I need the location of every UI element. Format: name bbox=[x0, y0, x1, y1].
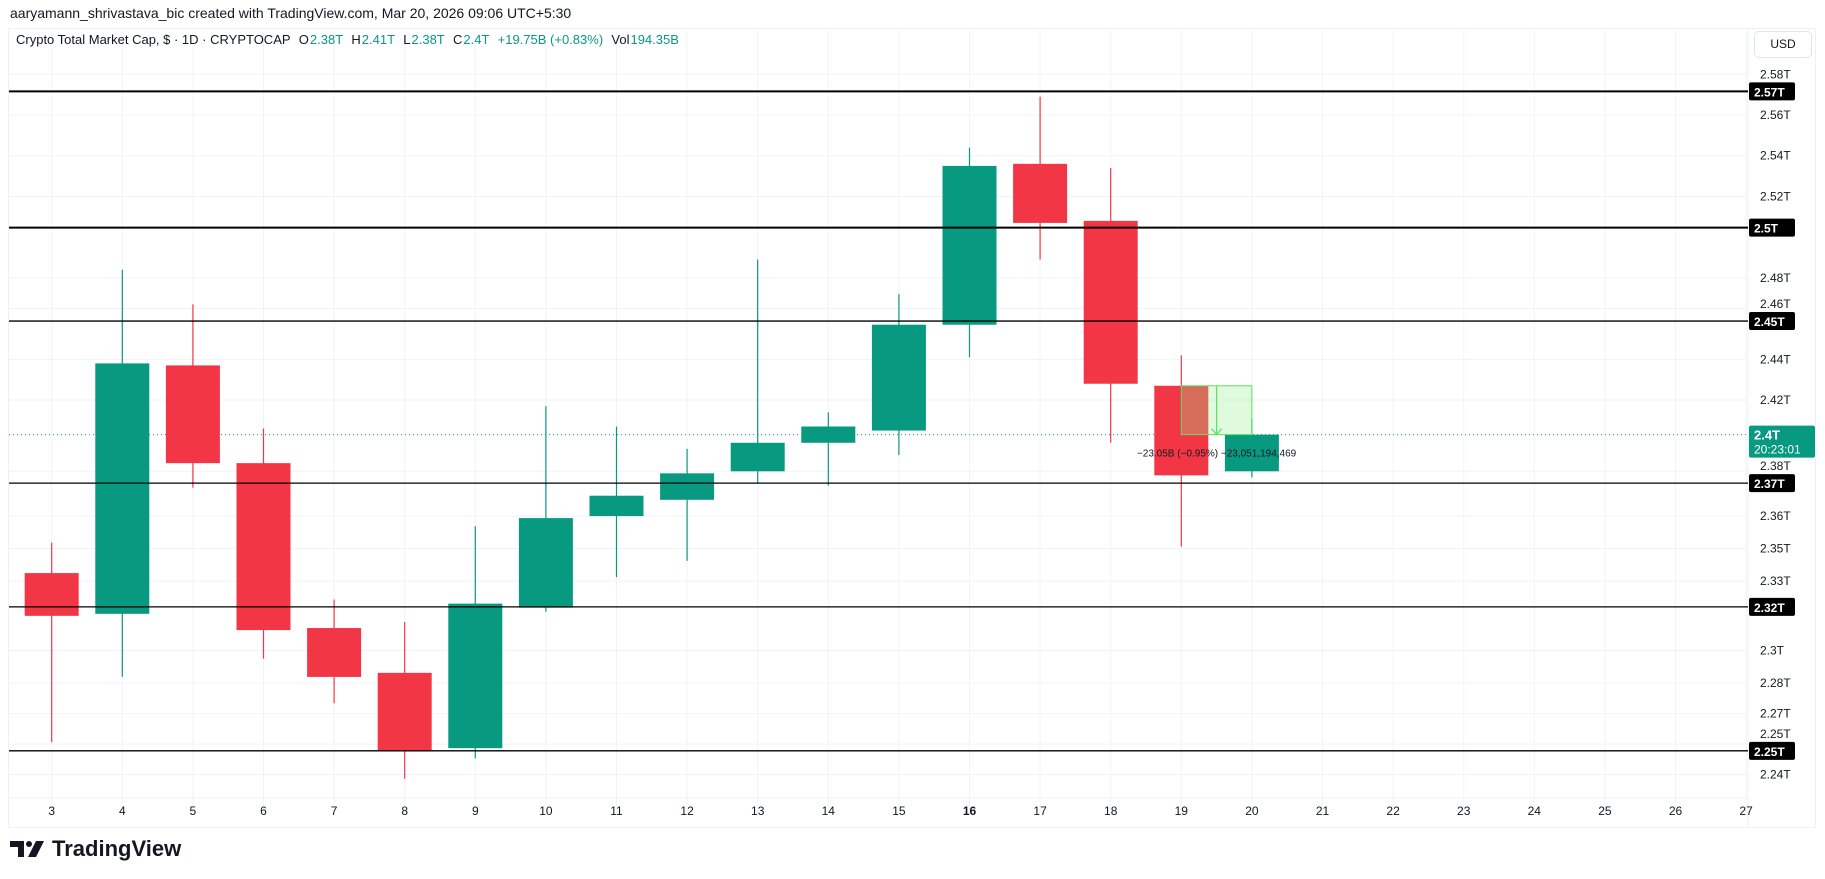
time-tick-label: 3 bbox=[48, 804, 55, 818]
price-tick-label: 2.56T bbox=[1760, 108, 1791, 122]
time-tick-label: 11 bbox=[610, 804, 623, 818]
chart-panel bbox=[8, 28, 1816, 828]
tradingview-logo-icon bbox=[10, 841, 44, 857]
close-label: C bbox=[452, 32, 463, 47]
change-value: +19.75B (+0.83%) bbox=[497, 32, 604, 47]
candle-up bbox=[1224, 434, 1279, 472]
symbol-name[interactable]: Crypto Total Market Cap, $ · 1D · CRYPTO… bbox=[16, 32, 291, 47]
candle-up bbox=[942, 165, 997, 325]
candle-down bbox=[307, 628, 362, 677]
time-tick-label: 17 bbox=[1033, 804, 1047, 818]
time-tick-label: 27 bbox=[1739, 804, 1753, 818]
time-tick-label: 19 bbox=[1175, 804, 1189, 818]
time-tick-label: 22 bbox=[1386, 804, 1400, 818]
time-tick-label: 25 bbox=[1598, 804, 1612, 818]
level-price-tag bbox=[1749, 82, 1795, 101]
candle-up bbox=[589, 495, 644, 517]
candle-up bbox=[871, 324, 926, 431]
price-tick-label: 2.52T bbox=[1760, 189, 1791, 203]
level-price-label: 2.32T bbox=[1754, 601, 1785, 615]
level-price-label: 2.45T bbox=[1754, 315, 1785, 329]
high-label: H bbox=[351, 32, 361, 47]
time-tick-label: 20 bbox=[1245, 804, 1259, 818]
price-tick-label: 2.24T bbox=[1760, 768, 1791, 782]
time-tick-label: 24 bbox=[1528, 804, 1542, 818]
candle-down bbox=[377, 672, 432, 751]
price-tick-label: 2.38T bbox=[1760, 459, 1791, 473]
time-tick-label: 23 bbox=[1457, 804, 1471, 818]
low-label: L bbox=[403, 32, 411, 47]
level-price-tag bbox=[1749, 741, 1795, 760]
level-price-tag bbox=[1749, 474, 1795, 493]
time-tick-label: 16 bbox=[963, 804, 977, 818]
candle-down bbox=[24, 573, 79, 616]
time-tick-label: 5 bbox=[190, 804, 197, 818]
high-value: 2.41T bbox=[361, 32, 396, 47]
time-tick-label: 26 bbox=[1669, 804, 1683, 818]
symbol-legend: Crypto Total Market Cap, $ · 1D · CRYPTO… bbox=[16, 32, 680, 47]
price-tick-label: 2.28T bbox=[1760, 676, 1791, 690]
time-tick-label: 8 bbox=[401, 804, 408, 818]
level-price-tag bbox=[1749, 597, 1795, 616]
currency-button[interactable]: USD bbox=[1754, 31, 1812, 58]
volume-label: Vol bbox=[611, 32, 630, 47]
time-tick-label: 15 bbox=[892, 804, 906, 818]
time-tick-label: 18 bbox=[1104, 804, 1118, 818]
open-label: O bbox=[298, 32, 309, 47]
current-price-tag bbox=[1749, 425, 1815, 458]
price-tick-label: 2.36T bbox=[1760, 509, 1791, 523]
time-tick-label: 12 bbox=[680, 804, 694, 818]
level-price-label: 2.57T bbox=[1754, 85, 1785, 99]
logo-text: TradingView bbox=[52, 836, 182, 861]
price-tick-label: 2.42T bbox=[1760, 393, 1791, 407]
level-price-tag bbox=[1749, 312, 1795, 331]
volume-value: 194.35B bbox=[630, 32, 679, 47]
candle-up bbox=[730, 442, 785, 472]
measure-label: −23.05B (−0.95%) −23,051,194,469 bbox=[1137, 449, 1297, 460]
candle-up bbox=[660, 473, 715, 500]
chart-caption: aaryamann_shrivastava_bic created with T… bbox=[10, 5, 572, 21]
level-price-label: 2.25T bbox=[1754, 745, 1785, 759]
price-tick-label: 2.44T bbox=[1760, 352, 1791, 366]
close-value: 2.4T bbox=[463, 32, 490, 47]
bar-countdown-label: 20:23:01 bbox=[1754, 443, 1801, 457]
level-price-tag bbox=[1749, 218, 1795, 237]
candle-up bbox=[518, 518, 573, 608]
price-tick-label: 2.58T bbox=[1760, 67, 1791, 81]
candle-up bbox=[448, 603, 503, 749]
time-tick-label: 13 bbox=[751, 804, 765, 818]
price-tick-label: 2.46T bbox=[1760, 297, 1791, 311]
current-price-label: 2.4T bbox=[1754, 428, 1780, 443]
candle-down bbox=[1013, 163, 1068, 223]
price-tick-label: 2.33T bbox=[1760, 574, 1791, 588]
time-tick-label: 7 bbox=[331, 804, 338, 818]
price-tick-label: 2.27T bbox=[1760, 707, 1791, 721]
price-tick-label: 2.48T bbox=[1760, 271, 1791, 285]
price-tick-label: 2.35T bbox=[1760, 542, 1791, 556]
candle-up bbox=[95, 363, 150, 614]
candle-up bbox=[801, 426, 856, 443]
candle-down bbox=[236, 463, 291, 631]
price-tick-label: 2.54T bbox=[1760, 149, 1791, 163]
level-price-label: 2.37T bbox=[1754, 477, 1785, 491]
candle-down bbox=[1083, 220, 1138, 384]
measure-arrow-head bbox=[1211, 428, 1223, 436]
time-tick-label: 4 bbox=[119, 804, 126, 818]
time-tick-label: 14 bbox=[822, 804, 836, 818]
time-tick-label: 9 bbox=[472, 804, 479, 818]
open-value: 2.38T bbox=[309, 32, 344, 47]
time-tick-label: 6 bbox=[260, 804, 267, 818]
low-value: 2.38T bbox=[411, 32, 445, 47]
time-tick-label: 21 bbox=[1316, 804, 1330, 818]
tradingview-logo[interactable]: TradingView bbox=[10, 836, 181, 862]
price-tick-label: 2.25T bbox=[1760, 727, 1791, 741]
level-price-label: 2.5T bbox=[1754, 222, 1779, 236]
time-tick-label: 10 bbox=[539, 804, 553, 818]
candle-down bbox=[165, 365, 220, 464]
price-tick-label: 2.3T bbox=[1760, 643, 1785, 657]
